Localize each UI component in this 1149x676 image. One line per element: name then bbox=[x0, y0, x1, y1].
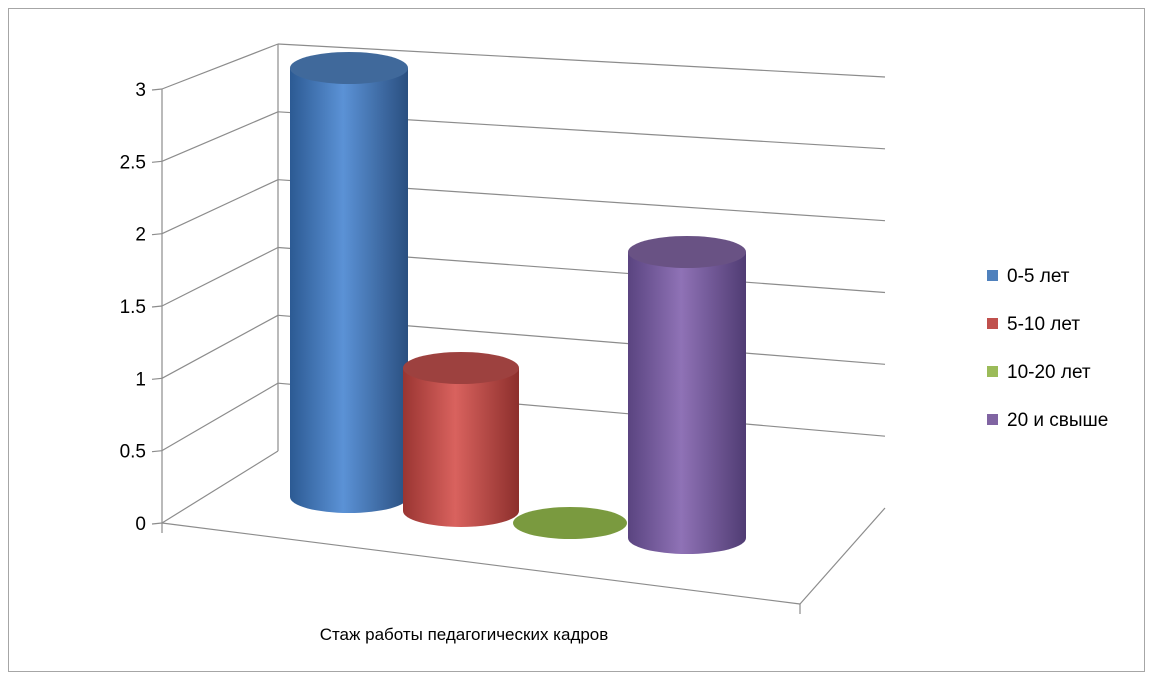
cylinder-flat bbox=[513, 507, 627, 539]
y-tick-mark bbox=[151, 305, 163, 308]
legend-swatch-10-20 bbox=[987, 366, 998, 377]
cylinder-top-shade bbox=[403, 352, 519, 384]
side-gridline bbox=[161, 246, 279, 307]
y-axis-tick-labels: 0 0.5 1 1.5 2 2.5 3 bbox=[120, 80, 146, 535]
cylinder-top bbox=[403, 352, 519, 384]
y-tick-label: 0 bbox=[135, 514, 146, 535]
y-tick-label: 1 bbox=[135, 369, 146, 390]
legend: 0-5 лет 5-10 лет 10-20 лет 20 и свыше bbox=[987, 266, 1108, 431]
y-tick-label: 1.5 bbox=[120, 297, 146, 318]
floor-front-edge bbox=[161, 522, 801, 605]
back-gridline bbox=[277, 43, 886, 78]
side-gridline bbox=[161, 314, 279, 379]
bar-3 bbox=[513, 507, 627, 539]
bar-2 bbox=[403, 352, 519, 527]
cylinder-top bbox=[628, 236, 746, 268]
legend-swatch-0-5 bbox=[987, 270, 998, 281]
y-tick-mark bbox=[151, 522, 163, 525]
axes bbox=[151, 44, 886, 614]
floor-left-edge bbox=[161, 450, 279, 524]
y-tick-label: 2 bbox=[135, 225, 146, 246]
y-tick-label: 2.5 bbox=[120, 152, 146, 173]
y-tick-mark bbox=[151, 450, 163, 453]
y-tick-mark bbox=[151, 233, 163, 236]
cylinder-body bbox=[403, 368, 519, 527]
gridlines bbox=[161, 43, 886, 452]
y-tick-label: 3 bbox=[135, 80, 146, 101]
side-gridline bbox=[161, 382, 279, 452]
side-gridline bbox=[161, 111, 279, 162]
legend-swatch-5-10 bbox=[987, 318, 998, 329]
side-gridline bbox=[161, 43, 279, 90]
legend-swatch-20-plus bbox=[987, 414, 998, 425]
bar-4 bbox=[628, 236, 746, 554]
cylinder-top bbox=[290, 52, 408, 84]
bars bbox=[290, 52, 746, 554]
x-category-label: Стаж работы педагогических кадров bbox=[320, 625, 609, 644]
cylinder-top-shade bbox=[628, 236, 746, 268]
legend-label-20-plus: 20 и свыше bbox=[1007, 410, 1108, 431]
cylinder-body bbox=[290, 68, 408, 513]
y-tick-label: 0.5 bbox=[120, 442, 146, 463]
y-tick-mark bbox=[151, 377, 163, 380]
cylinder-top-shade bbox=[290, 52, 408, 84]
bar-1 bbox=[290, 52, 408, 513]
legend-label-5-10: 5-10 лет bbox=[1007, 314, 1080, 335]
y-tick-mark bbox=[151, 88, 163, 91]
y-tick-mark bbox=[151, 160, 163, 163]
side-gridline bbox=[161, 179, 279, 235]
floor-right-edge bbox=[799, 507, 886, 605]
cylinder-body bbox=[628, 252, 746, 554]
legend-label-10-20: 10-20 лет bbox=[1007, 362, 1091, 383]
legend-label-0-5: 0-5 лет bbox=[1007, 266, 1070, 287]
